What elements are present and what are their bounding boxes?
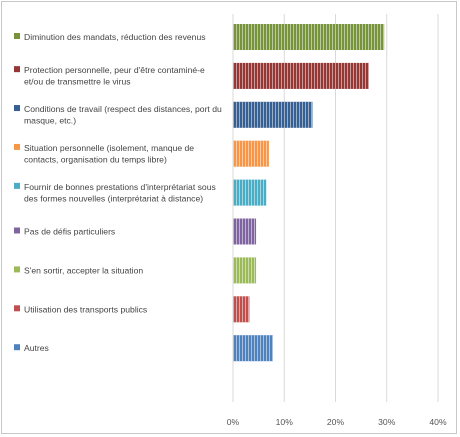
legend-swatch bbox=[14, 344, 20, 351]
bar-texture bbox=[233, 24, 385, 50]
legend-swatch bbox=[14, 182, 20, 189]
legend: Diminution des mandats, réduction des re… bbox=[14, 32, 222, 353]
bar-texture bbox=[233, 62, 369, 89]
bar-texture bbox=[233, 218, 257, 245]
legend-label: Fournir de bonnes prestations d'interpré… bbox=[24, 182, 216, 204]
bar-texture bbox=[233, 101, 313, 128]
legend-label: Conditions de travail (respect des dista… bbox=[24, 104, 222, 126]
legend-label: Diminution des mandats, réduction des re… bbox=[24, 32, 206, 42]
legend-swatch bbox=[14, 266, 20, 273]
legend-label: Pas de défis particuliers bbox=[24, 227, 115, 237]
legend-swatch bbox=[14, 305, 20, 312]
x-tick-label: 30% bbox=[378, 417, 396, 427]
bar-texture bbox=[233, 257, 257, 284]
legend-swatch bbox=[14, 105, 20, 112]
x-tick-label: 20% bbox=[327, 417, 345, 427]
x-tick-label: 0% bbox=[227, 417, 240, 427]
x-tick-label: 40% bbox=[429, 417, 447, 427]
x-tick-label: 10% bbox=[276, 417, 294, 427]
legend-swatch bbox=[14, 143, 20, 150]
legend-label: Situation personnelle (isolement, manque… bbox=[24, 143, 194, 165]
bar-texture bbox=[233, 335, 273, 362]
legend-label: S'en sortir, accepter la situation bbox=[24, 265, 143, 275]
legend-swatch bbox=[14, 66, 20, 73]
bars bbox=[233, 24, 385, 362]
legend-swatch bbox=[14, 33, 20, 39]
legend-swatch bbox=[14, 227, 20, 234]
legend-label: Utilisation des transports publics bbox=[24, 304, 147, 314]
bar-texture bbox=[233, 140, 269, 167]
bar-texture bbox=[233, 296, 250, 323]
x-axis-ticks: 0% 10% 20% 30% 40% bbox=[227, 417, 447, 427]
legend-label: Protection personnelle, peur d'être cont… bbox=[24, 65, 205, 87]
bar-texture bbox=[233, 179, 267, 206]
legend-label: Autres bbox=[24, 343, 49, 353]
